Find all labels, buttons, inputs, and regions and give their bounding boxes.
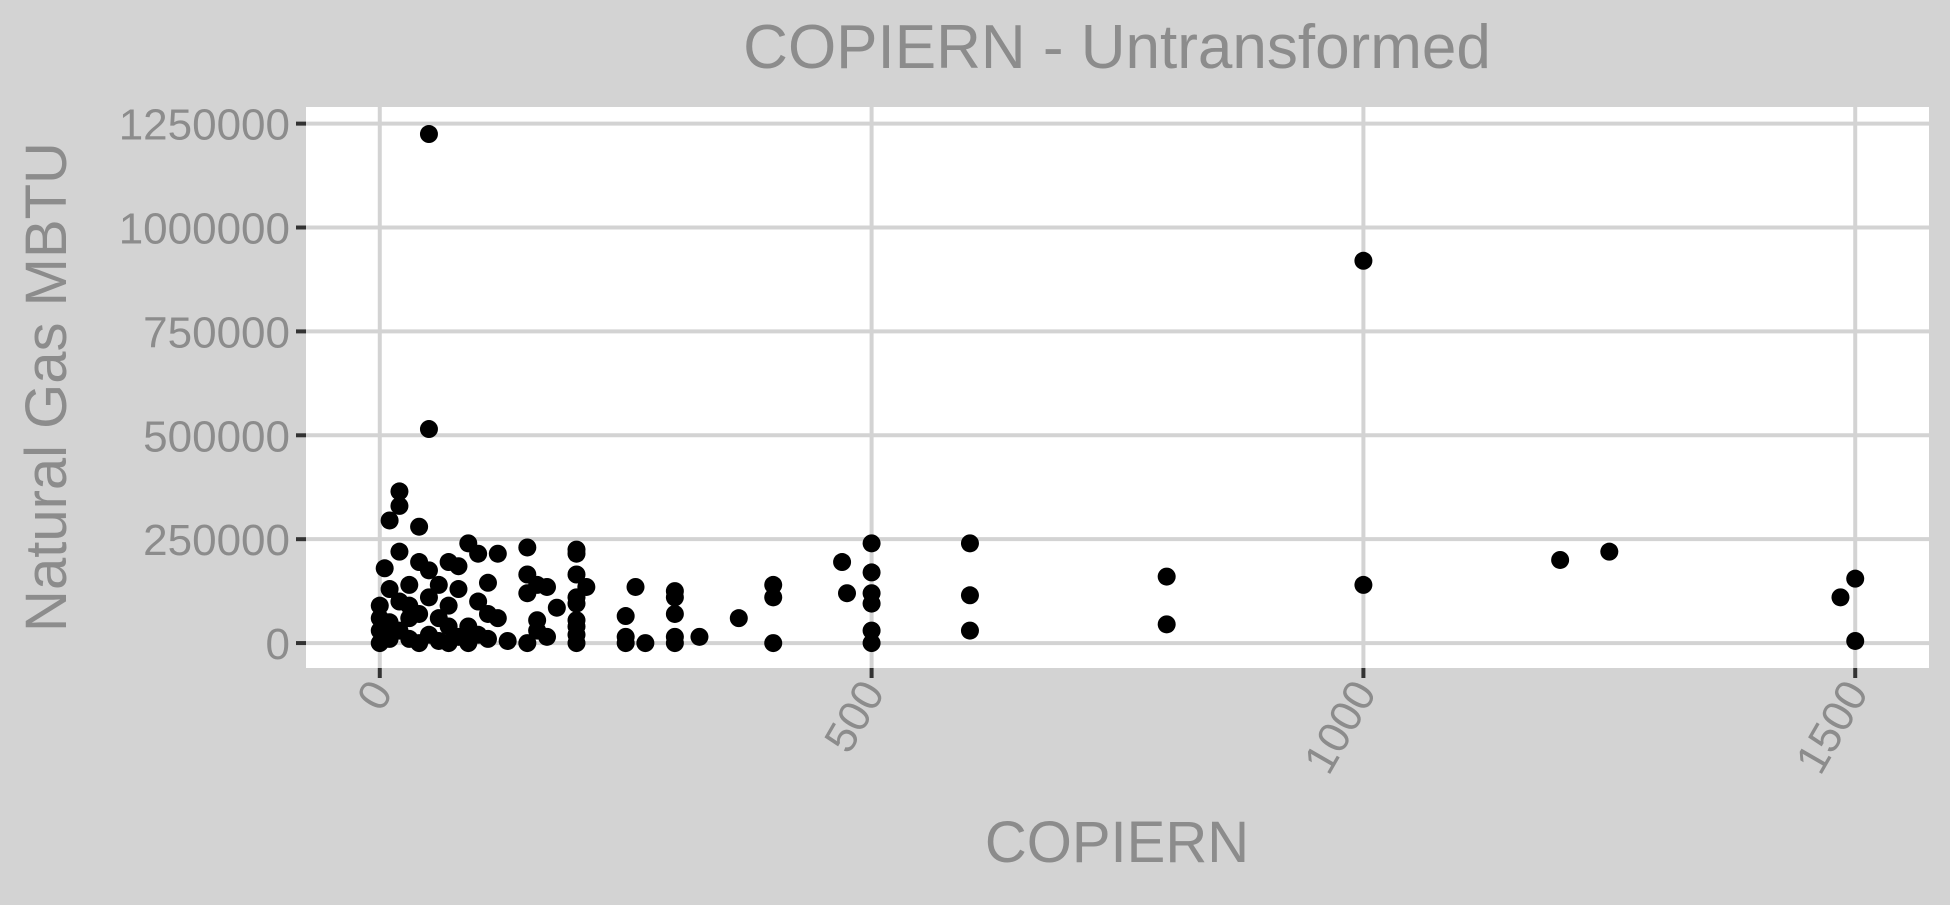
- data-point: [665, 604, 684, 623]
- data-point: [390, 496, 409, 515]
- data-point: [478, 629, 497, 648]
- y-tick-label: 500000: [143, 412, 290, 461]
- data-point: [429, 575, 448, 594]
- y-tick-label: 0: [266, 620, 290, 669]
- data-point: [567, 594, 586, 613]
- data-point: [567, 634, 586, 653]
- y-tick-label: 250000: [143, 516, 290, 565]
- data-point: [665, 588, 684, 607]
- data-point: [567, 544, 586, 563]
- data-point: [729, 609, 748, 628]
- data-point: [547, 598, 566, 617]
- data-point: [1157, 567, 1176, 586]
- y-tick-labels: 0 250000 500000 750000 1000000 1250000: [119, 101, 290, 669]
- data-point: [439, 617, 458, 636]
- data-point: [419, 420, 438, 439]
- data-point: [690, 627, 709, 646]
- axis-ticks: [296, 121, 1858, 678]
- data-point: [370, 596, 389, 615]
- chart-title: COPIERN - Untransformed: [743, 13, 1491, 82]
- data-point: [960, 534, 979, 553]
- data-point: [469, 592, 488, 611]
- data-point: [380, 629, 399, 648]
- data-point: [1831, 588, 1850, 607]
- data-point: [419, 561, 438, 580]
- data-point: [400, 575, 419, 594]
- data-point: [1846, 631, 1865, 650]
- data-point: [626, 577, 645, 596]
- data-point: [390, 542, 409, 561]
- data-point: [469, 544, 488, 563]
- data-point: [419, 588, 438, 607]
- data-point: [862, 534, 881, 553]
- data-point: [537, 627, 556, 646]
- data-point: [478, 573, 497, 592]
- data-point: [370, 609, 389, 628]
- data-point: [1354, 251, 1373, 270]
- data-point: [1157, 615, 1176, 634]
- data-point: [1551, 550, 1570, 569]
- data-points: [370, 125, 1865, 653]
- data-point: [764, 575, 783, 594]
- x-axis-label: COPIERN: [985, 810, 1249, 875]
- data-point: [764, 634, 783, 653]
- data-point: [1354, 575, 1373, 594]
- data-point: [537, 577, 556, 596]
- data-point: [838, 584, 856, 603]
- data-point: [518, 634, 537, 653]
- y-tick-label: 1250000: [119, 101, 290, 150]
- data-point: [1600, 542, 1619, 561]
- data-point: [449, 580, 468, 599]
- data-point: [518, 584, 537, 603]
- data-point: [636, 634, 655, 653]
- y-tick-label: 1000000: [119, 205, 290, 254]
- data-point: [419, 125, 438, 144]
- data-point: [498, 631, 517, 650]
- data-point: [380, 511, 399, 530]
- data-point: [439, 596, 458, 615]
- data-point: [518, 538, 537, 557]
- data-point: [665, 634, 684, 653]
- data-point: [488, 544, 507, 563]
- data-point: [764, 588, 783, 607]
- data-point: [410, 517, 429, 536]
- data-point: [833, 553, 852, 572]
- data-point: [380, 580, 399, 599]
- data-point: [862, 594, 881, 613]
- data-point: [862, 634, 881, 653]
- data-point: [478, 604, 497, 623]
- data-point: [616, 634, 635, 653]
- data-point: [862, 621, 881, 640]
- data-point: [960, 621, 979, 640]
- data-point: [449, 557, 468, 576]
- data-point: [1846, 569, 1865, 588]
- data-point: [616, 607, 635, 626]
- data-point: [960, 586, 979, 605]
- data-point: [567, 565, 586, 584]
- data-point: [400, 609, 419, 628]
- data-point: [577, 577, 596, 596]
- data-point: [390, 482, 409, 501]
- y-tick-label: 750000: [143, 308, 290, 357]
- data-point: [375, 559, 394, 578]
- data-point: [862, 563, 881, 582]
- y-axis-label: Natural Gas MBTU: [14, 142, 79, 632]
